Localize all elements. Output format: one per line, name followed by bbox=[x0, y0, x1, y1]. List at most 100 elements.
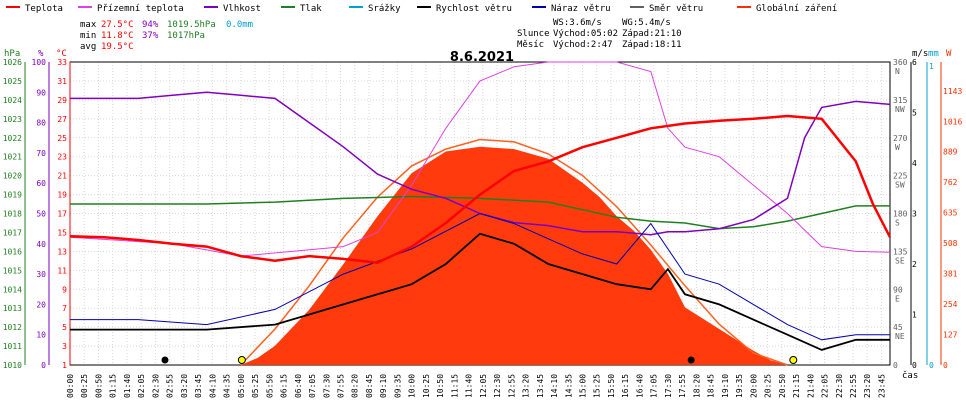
tick-hum-18: 90 bbox=[36, 88, 46, 97]
tick-x-29: 12:05 bbox=[479, 374, 488, 398]
tick-press-5: 1015 bbox=[3, 266, 22, 275]
unit-pct: % bbox=[38, 49, 44, 59]
tick-temp-10: 21 bbox=[57, 172, 67, 181]
tick-temp-2: 5 bbox=[62, 323, 67, 332]
tick-x-3: 01:15 bbox=[109, 374, 118, 398]
tick-hum-12: 60 bbox=[36, 179, 46, 188]
tick-dir-label-7: NW bbox=[895, 105, 905, 114]
tick-temp-7: 15 bbox=[57, 228, 67, 237]
right-axes: 045NE90E135SE180S225SW270W315NW360N01234… bbox=[893, 58, 962, 370]
tick-dir-label-3: SE bbox=[895, 256, 905, 265]
tick-x-56: 23:20 bbox=[863, 374, 872, 398]
tick-hum-16: 80 bbox=[36, 119, 46, 128]
info-sunset: Západ:21:10 bbox=[622, 29, 682, 39]
series-ground-temp bbox=[69, 61, 891, 257]
tick-x-31: 12:55 bbox=[507, 374, 516, 398]
tick-x-35: 14:35 bbox=[564, 374, 573, 398]
tick-press-12: 1022 bbox=[3, 134, 22, 143]
tick-x-11: 04:35 bbox=[223, 374, 232, 398]
tick-x-47: 19:35 bbox=[735, 374, 744, 398]
tick-x-43: 17:55 bbox=[678, 374, 687, 398]
tick-x-12: 05:00 bbox=[237, 374, 246, 398]
tick-hum-8: 40 bbox=[36, 240, 46, 249]
tick-temp-5: 11 bbox=[57, 266, 67, 275]
tick-dir-label-4: S bbox=[895, 219, 900, 228]
tick-press-8: 1018 bbox=[3, 210, 22, 219]
tick-dir-label-2: E bbox=[895, 294, 900, 303]
tick-temp-12: 25 bbox=[57, 134, 67, 143]
tick-x-1: 00:25 bbox=[80, 374, 89, 398]
tick-x-16: 06:40 bbox=[294, 374, 303, 398]
tick-press-14: 1024 bbox=[3, 96, 22, 105]
series-layer bbox=[69, 61, 892, 366]
x-axis: 00:00 00:25 00:50 01:15 01:40 02:05 02:30 02:55… bbox=[66, 374, 886, 398]
info-sunrise: Východ:05:02 bbox=[553, 29, 618, 39]
stat-min-label: min bbox=[80, 31, 96, 41]
tick-dir-6: 270 bbox=[893, 134, 908, 143]
tick-temp-4: 9 bbox=[62, 285, 67, 294]
tick-x-53: 22:05 bbox=[821, 374, 830, 398]
tick-hum-14: 70 bbox=[36, 149, 46, 158]
tick-x-48: 20:00 bbox=[749, 374, 758, 398]
tick-x-33: 13:45 bbox=[536, 374, 545, 398]
tick-x-39: 16:15 bbox=[621, 374, 630, 398]
tick-w-3: 381 bbox=[943, 270, 958, 279]
tick-x-36: 15:00 bbox=[579, 374, 588, 398]
tick-x-38: 15:50 bbox=[607, 374, 616, 398]
info-ws: WS:3.6m/s bbox=[553, 18, 602, 28]
unit-degc: °C bbox=[56, 49, 67, 59]
tick-x-6: 02:30 bbox=[151, 374, 160, 398]
tick-x-2: 00:50 bbox=[94, 374, 103, 398]
tick-dir-label-6: W bbox=[895, 143, 900, 152]
tick-press-0: 1010 bbox=[3, 361, 22, 370]
stat-avg-temp: 19.5°C bbox=[101, 42, 134, 52]
tick-w-0: 0 bbox=[943, 361, 948, 370]
tick-x-51: 21:15 bbox=[792, 374, 801, 398]
tick-x-55: 22:55 bbox=[849, 374, 858, 398]
series-humidity bbox=[70, 91, 891, 236]
tick-press-9: 1019 bbox=[3, 191, 22, 200]
tick-hum-2: 10 bbox=[36, 331, 46, 340]
tick-dir-label-8: N bbox=[895, 67, 900, 76]
tick-press-6: 1016 bbox=[3, 247, 22, 256]
stat-min-temp: 11.8°C bbox=[101, 31, 134, 41]
tick-w-5: 635 bbox=[943, 209, 958, 218]
tick-x-27: 11:15 bbox=[450, 374, 459, 398]
stat-max-press: 1019.5hPa bbox=[167, 20, 216, 30]
series-temperature bbox=[69, 114, 892, 264]
moonrise-marker bbox=[161, 356, 169, 364]
tick-temp-11: 23 bbox=[57, 153, 67, 162]
tick-temp-15: 31 bbox=[57, 77, 67, 86]
tick-dir-4: 180 bbox=[893, 210, 908, 219]
tick-x-37: 15:25 bbox=[593, 374, 602, 398]
tick-temp-9: 19 bbox=[57, 191, 67, 200]
tick-x-54: 22:30 bbox=[835, 374, 844, 398]
tick-x-42: 17:30 bbox=[664, 374, 673, 398]
sun-moon-info: WS:3.6m/s WG:5.4m/s Slunce Východ:05:02 … bbox=[517, 18, 682, 50]
unit-hpa: hPa bbox=[4, 49, 20, 59]
tick-dir-5: 225 bbox=[893, 172, 908, 181]
tick-x-26: 10:50 bbox=[436, 374, 445, 398]
tick-w-8: 1016 bbox=[943, 117, 962, 126]
tick-temp-6: 13 bbox=[57, 247, 67, 256]
tick-w-6: 762 bbox=[943, 178, 958, 187]
tick-ms-2: 2 bbox=[912, 260, 917, 269]
tick-dir-label-5: SW bbox=[895, 181, 905, 190]
tick-x-22: 09:10 bbox=[379, 374, 388, 398]
tick-x-14: 05:50 bbox=[265, 374, 274, 398]
axis-units: hPa % °C m/s mm W čas bbox=[4, 49, 952, 381]
tick-x-46: 19:10 bbox=[721, 374, 730, 398]
legend: Teplota Přízemní teplota Vlhkost Tlak Srážky… bbox=[6, 4, 837, 14]
tick-x-17: 07:05 bbox=[308, 374, 317, 398]
tick-press-7: 1017 bbox=[3, 228, 22, 237]
tick-press-2: 1012 bbox=[3, 323, 22, 332]
tick-press-15: 1025 bbox=[3, 77, 22, 86]
unit-mm: mm bbox=[928, 49, 939, 59]
tick-temp-3: 7 bbox=[62, 304, 67, 313]
sunset-marker bbox=[789, 356, 798, 364]
tick-x-4: 01:40 bbox=[123, 374, 132, 398]
tick-mm-0: 0 bbox=[929, 361, 934, 370]
series-wind-speed bbox=[70, 232, 890, 351]
tick-x-44: 18:20 bbox=[692, 374, 701, 398]
tick-press-3: 1013 bbox=[3, 304, 22, 313]
